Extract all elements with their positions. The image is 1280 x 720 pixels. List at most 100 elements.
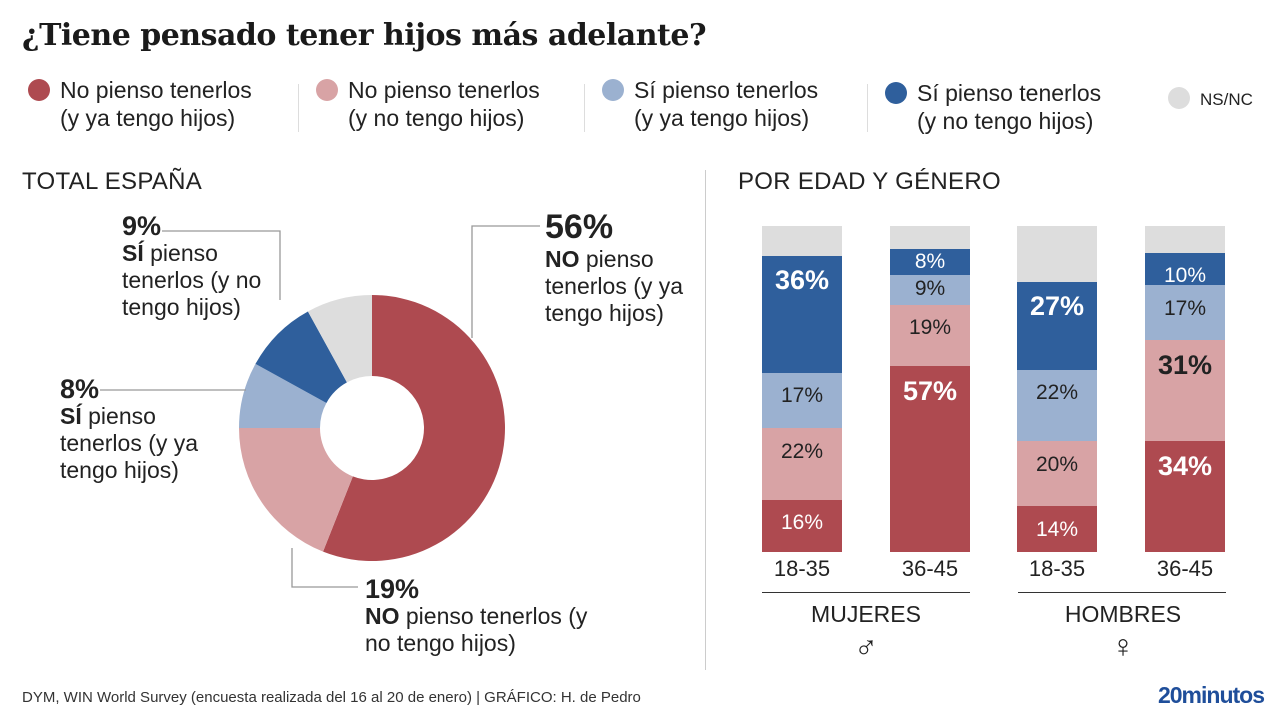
legend-separator <box>584 84 585 132</box>
bar-segment <box>1145 339 1225 441</box>
bar-segment <box>1017 281 1097 370</box>
bar-segment <box>890 274 970 305</box>
section-divider <box>705 170 706 670</box>
legend-label: NS/NC <box>1200 90 1253 109</box>
legend-text: NS/NC <box>1200 86 1253 114</box>
legend-swatch-icon <box>1168 87 1190 109</box>
bar-value-label: 27% <box>1029 291 1085 322</box>
bar-segment <box>1017 226 1097 282</box>
group-label-hombres: HOMBRES <box>1064 601 1182 627</box>
slice-text: pienso tenerlos (y ya tengo hijos) <box>545 246 684 326</box>
bar-section-title: POR EDAD Y GÉNERO <box>738 168 1001 195</box>
legend-label: No pienso tenerlos <box>348 77 540 103</box>
slice-pct: 8% <box>60 374 100 404</box>
bar-segment <box>762 226 842 256</box>
bar-value-label: 17% <box>1163 296 1207 320</box>
category-label: 18-35 <box>773 556 831 581</box>
legend-swatch-icon <box>28 79 50 101</box>
legend-swatch-icon <box>316 79 338 101</box>
source-footer: DYM, WIN World Survey (encuesta realizad… <box>22 689 641 706</box>
group-rule <box>762 592 970 593</box>
legend-sublabel: (y no tengo hijos) <box>917 108 1094 134</box>
bar-segment <box>1145 226 1225 253</box>
legend-label: Sí pienso tenerlos <box>917 80 1102 106</box>
slice-text: pienso tenerlos (y no tengo hijos) <box>365 603 588 656</box>
bar-value-label: 9% <box>914 277 946 301</box>
legend-item: NS/NC <box>1168 86 1253 114</box>
legend-sublabel: (y no tengo hijos) <box>348 105 525 131</box>
pie-section-title: TOTAL ESPAÑA <box>22 168 203 195</box>
brand-logo: 20minutos <box>1157 682 1265 708</box>
bar-segment <box>1145 284 1225 341</box>
donut-slice <box>255 311 347 403</box>
bar-segment <box>1145 440 1225 552</box>
legend-item: No pienso tenerlos (y ya tengo hijos) <box>28 76 252 132</box>
group-label-mujeres: MUJERES <box>811 601 921 627</box>
bar-segment <box>890 365 970 552</box>
legend-swatch-icon <box>885 82 907 104</box>
chart-title: ¿Tiene pensado tener hijos más adelante? <box>22 18 707 53</box>
legend-sublabel: (y ya tengo hijos) <box>634 105 810 131</box>
bar-value-label: 34% <box>1157 450 1213 481</box>
legend-item: Sí pienso tenerlos (y ya tengo hijos) <box>602 76 818 132</box>
bar-segment <box>1017 369 1097 441</box>
slice-text: pienso tenerlos (y no tengo hijos) <box>122 240 262 320</box>
legend-sublabel: (y ya tengo hijos) <box>60 105 236 131</box>
donut-slice <box>307 295 372 383</box>
category-label: 18-35 <box>1028 556 1086 581</box>
slice-bold: NO <box>365 603 400 629</box>
leader-line <box>471 225 540 338</box>
legend-item: No pienso tenerlos (y no tengo hijos) <box>316 76 540 132</box>
slice-text: pienso tenerlos (y ya tengo hijos) <box>60 403 199 483</box>
bar-segment <box>890 304 970 367</box>
bar-segment <box>890 248 970 276</box>
bar-value-label: 16% <box>780 511 824 534</box>
bar-segment <box>762 499 842 552</box>
category-label: 36-45 <box>901 556 959 581</box>
legend-separator <box>867 84 868 132</box>
legend-text: Sí pienso tenerlos (y no tengo hijos) <box>917 79 1101 135</box>
bar-value-label: 19% <box>908 316 952 339</box>
leader-line <box>291 548 358 588</box>
legend-text: No pienso tenerlos (y no tengo hijos) <box>348 76 540 132</box>
slice-bold: SÍ <box>60 403 82 429</box>
slice-bold: NO <box>545 246 580 272</box>
category-label: 36-45 <box>1156 556 1214 581</box>
bar-segment <box>1145 252 1225 285</box>
bar-value-label: 57% <box>902 375 958 406</box>
bar-value-label: 8% <box>914 249 946 273</box>
legend-text: No pienso tenerlos (y ya tengo hijos) <box>60 76 252 132</box>
female-symbol-icon: ♀ <box>1111 628 1135 664</box>
bar-value-label: 31% <box>1157 349 1213 380</box>
slice-bold: SÍ <box>122 240 144 266</box>
bar-segment <box>1017 505 1097 552</box>
legend-label: No pienso tenerlos <box>60 77 252 103</box>
male-symbol-icon: ♂ <box>854 628 878 664</box>
legend-text: Sí pienso tenerlos (y ya tengo hijos) <box>634 76 818 132</box>
bar-value-label: 22% <box>1035 381 1079 404</box>
bar-segment <box>1017 440 1097 506</box>
slice-label-8: 8% SÍ pienso tenerlos (y ya tengo hijos) <box>60 376 200 484</box>
legend-label: Sí pienso tenerlos <box>634 77 819 103</box>
leader-line <box>162 230 281 300</box>
bar-value-label: 22% <box>780 439 824 463</box>
slice-label-56: 56% NO pienso tenerlos (y ya tengo hijos… <box>545 208 695 327</box>
bar-value-label: 17% <box>780 384 824 408</box>
donut-slice <box>239 428 353 552</box>
slice-label-19: 19% NO pienso tenerlos (y no tengo hijos… <box>365 576 605 657</box>
bar-value-label: 36% <box>774 265 830 296</box>
bar-segment <box>890 226 970 250</box>
group-rule <box>1018 592 1226 593</box>
slice-label-9: 9% SÍ pienso tenerlos (y no tengo hijos) <box>122 213 262 321</box>
slice-pct: 9% <box>122 211 162 241</box>
slice-pct: 19% <box>365 574 420 604</box>
legend-item: Sí pienso tenerlos (y no tengo hijos) <box>885 79 1101 135</box>
bar-value-label: 20% <box>1035 452 1079 476</box>
slice-pct: 56% <box>545 208 614 246</box>
bar-segment <box>762 255 842 373</box>
donut-slice <box>239 363 327 428</box>
donut-slice <box>323 295 505 561</box>
bar-segment <box>762 427 842 500</box>
